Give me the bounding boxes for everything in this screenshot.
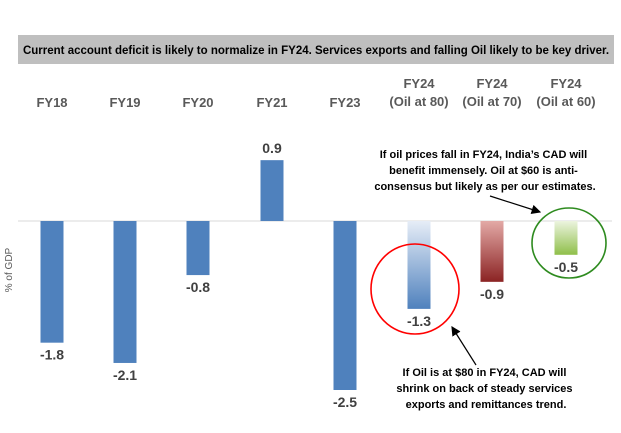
category-label-1: FY19 (109, 95, 140, 110)
bottom-note-line-2: shrink on back of steady services (396, 383, 572, 395)
oil60-highlight-circle (531, 207, 607, 279)
category-label-3: FY21 (256, 95, 287, 110)
category-label-5-line-1: (Oil at 80) (389, 94, 448, 109)
top-note-line-1: If oil prices fall in FY24, India’s CAD … (380, 149, 587, 161)
bar-4 (333, 221, 357, 390)
bar-1 (113, 221, 137, 363)
bottom-note-line-1: If Oil is at $80 in FY24, CAD will (403, 367, 567, 379)
value-label-1: -2.1 (113, 367, 137, 383)
top-note-arrow (489, 195, 542, 215)
category-label-2: FY20 (182, 95, 213, 110)
bar-2 (186, 221, 210, 276)
category-label-4: FY23 (329, 95, 360, 110)
value-label-3: 0.9 (262, 140, 282, 156)
category-label-7-line-1: (Oil at 60) (536, 94, 595, 109)
top-note: If oil prices fall in FY24, India’s CAD … (374, 149, 595, 193)
bottom-note: If Oil is at $80 in FY24, CAD will shrin… (396, 367, 575, 411)
value-label-5: -1.3 (407, 313, 431, 329)
value-label-6: -0.9 (480, 286, 504, 302)
bar-5 (407, 221, 431, 309)
chart-title: Current account deficit is likely to nor… (23, 45, 609, 57)
value-label-2: -0.8 (186, 279, 210, 295)
value-labels-group: -1.8 -2.1 -0.8 0.9 -2.5 -1.3 -0.9 -0.5 (40, 140, 578, 410)
category-label-5-line-0: FY24 (403, 76, 435, 91)
category-label-6-line-0: FY24 (476, 76, 508, 91)
value-label-0: -1.8 (40, 347, 64, 363)
value-label-4: -2.5 (333, 394, 357, 410)
top-note-line-2: benefit immensely. Oil at $60 is anti- (389, 165, 578, 177)
y-axis-label: % of GDP (4, 247, 15, 292)
bottom-note-line-3: exports and remittances trend. (406, 399, 567, 411)
category-label-7-line-0: FY24 (550, 76, 582, 91)
bar-3 (260, 160, 284, 221)
bar-7 (554, 221, 578, 255)
chart-title-background (18, 35, 614, 64)
bottom-note-arrow (451, 325, 477, 366)
category-label-0: FY18 (36, 95, 67, 110)
bar-6 (480, 221, 504, 282)
bars-group (40, 160, 578, 390)
bar-0 (40, 221, 64, 343)
oil80-highlight-circle (370, 243, 460, 335)
value-label-7: -0.5 (554, 259, 578, 275)
top-note-line-3: consensus but likely as per our estimate… (374, 181, 595, 193)
category-label-6-line-1: (Oil at 70) (462, 94, 521, 109)
category-labels-group: FY18 FY19 FY20 FY21 FY23 FY24 (Oil at 80) FY24 (… (36, 76, 595, 110)
